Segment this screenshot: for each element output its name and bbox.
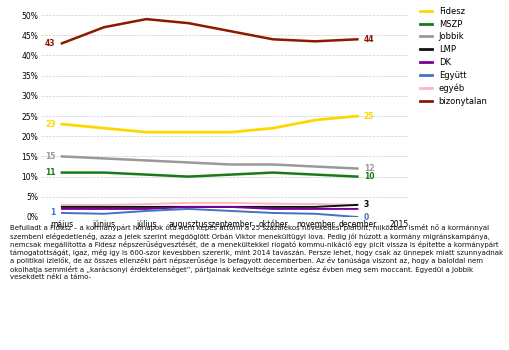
Legend: Fidesz, MSZP, Jobbik, LMP, DK, Együtt, egyéb, bizonytalan: Fidesz, MSZP, Jobbik, LMP, DK, Együtt, e…	[419, 7, 487, 106]
Text: 11: 11	[45, 168, 55, 177]
Text: 0: 0	[363, 212, 368, 222]
Text: 15: 15	[45, 152, 55, 161]
Text: 44: 44	[363, 35, 374, 44]
Text: Befulladt a Fidesz – a kormánypárt hónapok óta nem képes áttörni a 25 százalékos: Befulladt a Fidesz – a kormánypárt hónap…	[10, 224, 502, 280]
Text: 12: 12	[363, 164, 374, 173]
Text: 1: 1	[50, 209, 55, 217]
Text: 3: 3	[363, 201, 368, 209]
Text: 23: 23	[45, 120, 55, 128]
Text: 43: 43	[45, 39, 55, 48]
Text: 25: 25	[363, 112, 373, 120]
Text: 3: 3	[363, 201, 368, 209]
Text: 10: 10	[363, 172, 374, 181]
